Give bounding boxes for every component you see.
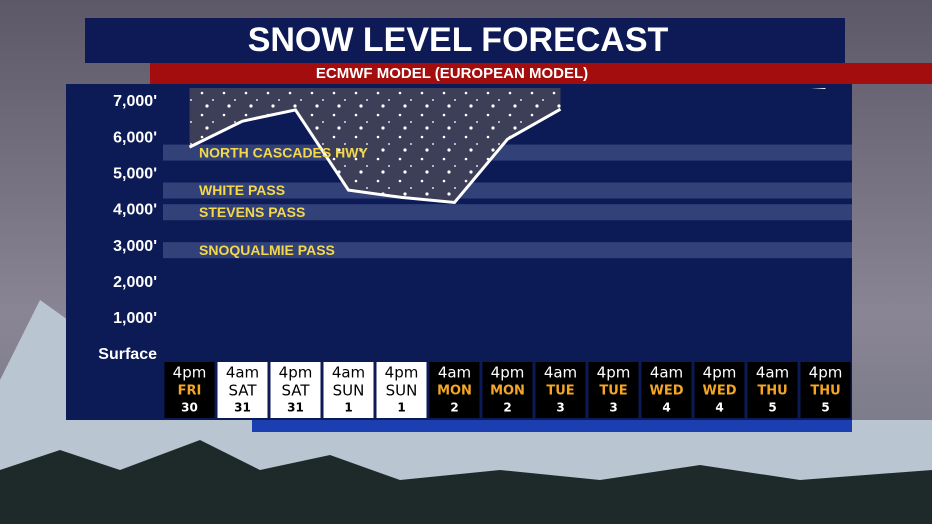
x-date-label: 3 xyxy=(609,401,617,415)
x-day-label: THU xyxy=(810,384,840,399)
category-cell xyxy=(323,362,374,418)
category-cell xyxy=(482,362,533,418)
category-cell xyxy=(800,362,851,418)
category-cell xyxy=(641,362,692,418)
x-time-label: 4pm xyxy=(809,364,843,382)
snow-level-line xyxy=(188,88,826,205)
x-time-label: 4am xyxy=(438,364,471,382)
category-cell xyxy=(429,362,480,418)
y-tick-label: 6,000' xyxy=(113,129,157,146)
x-time-label: 4am xyxy=(332,364,365,382)
y-tick-label: 4,000' xyxy=(113,202,157,219)
category-cell xyxy=(217,362,268,418)
x-day-label: SAT xyxy=(228,382,257,400)
y-tick-label: 2,000' xyxy=(113,274,157,291)
x-day-label: FRI xyxy=(178,384,202,399)
category-cell xyxy=(164,362,215,418)
x-time-label: 4pm xyxy=(279,364,313,382)
title: SNOW LEVEL FORECAST xyxy=(248,21,669,59)
x-date-label: 5 xyxy=(821,401,829,415)
x-day-label: SUN xyxy=(333,382,365,400)
subtitle-bar xyxy=(150,63,932,84)
x-date-label: 31 xyxy=(287,401,304,415)
x-date-label: 30 xyxy=(181,401,198,415)
x-date-label: 31 xyxy=(234,401,251,415)
category-cell xyxy=(694,362,745,418)
x-date-label: 4 xyxy=(662,401,670,415)
category-cell xyxy=(535,362,586,418)
reference-label: STEVENS PASS xyxy=(199,204,305,220)
y-tick-label: 1,000' xyxy=(113,310,157,327)
x-time-label: 4pm xyxy=(385,364,419,382)
category-cell xyxy=(747,362,798,418)
trees xyxy=(0,440,932,524)
accent-bar xyxy=(252,420,852,432)
x-day-label: SAT xyxy=(281,382,310,400)
x-day-label: SUN xyxy=(386,382,418,400)
y-tick-label: 7,000' xyxy=(113,93,157,110)
reference-label: WHITE PASS xyxy=(199,182,285,198)
x-day-label: MON xyxy=(490,384,525,399)
x-day-label: WED xyxy=(702,384,736,399)
plot-area: NORTH CASCADES HWY WHITE PASS STEVENS PASS… xyxy=(163,88,852,259)
category-cell xyxy=(588,362,639,418)
x-day-label: MON xyxy=(437,384,472,399)
axes: Surface 1,000' 2,000' 3,000' 4,000' 5,000' 6,0… xyxy=(98,93,851,418)
reference-band xyxy=(163,204,852,221)
y-tick-label: Surface xyxy=(98,346,157,363)
reference-label: SNOQUALMIE PASS xyxy=(199,242,335,258)
y-tick-label: 3,000' xyxy=(113,238,157,255)
x-time-label: 4am xyxy=(544,364,577,382)
x-day-label: TUE xyxy=(599,384,627,399)
x-date-label: 1 xyxy=(397,401,405,415)
subtitle: ECMWF MODEL (EUROPEAN MODEL) xyxy=(316,65,588,82)
x-time-label: 4pm xyxy=(173,364,207,382)
x-day-label: TUE xyxy=(546,384,574,399)
x-time-label: 4pm xyxy=(491,364,525,382)
reference-band xyxy=(163,242,852,259)
x-date-label: 5 xyxy=(768,401,776,415)
x-date-label: 4 xyxy=(715,401,723,415)
x-day-label: THU xyxy=(757,384,787,399)
x-time-label: 4pm xyxy=(703,364,737,382)
reference-label: NORTH CASCADES HWY xyxy=(199,144,368,160)
x-time-label: 4am xyxy=(650,364,683,382)
x-date-label: 2 xyxy=(503,401,511,415)
x-date-label: 3 xyxy=(556,401,564,415)
x-date-label: 1 xyxy=(344,401,352,415)
x-time-label: 4am xyxy=(226,364,259,382)
title-bar xyxy=(85,18,845,63)
x-day-label: WED xyxy=(649,384,683,399)
snow-area xyxy=(189,88,561,203)
y-tick-label: 5,000' xyxy=(113,165,157,182)
x-date-label: 2 xyxy=(450,401,458,415)
x-time-label: 4am xyxy=(756,364,789,382)
category-cell xyxy=(376,362,427,418)
reference-band xyxy=(163,182,852,199)
category-cell xyxy=(270,362,321,418)
x-time-label: 4pm xyxy=(597,364,631,382)
